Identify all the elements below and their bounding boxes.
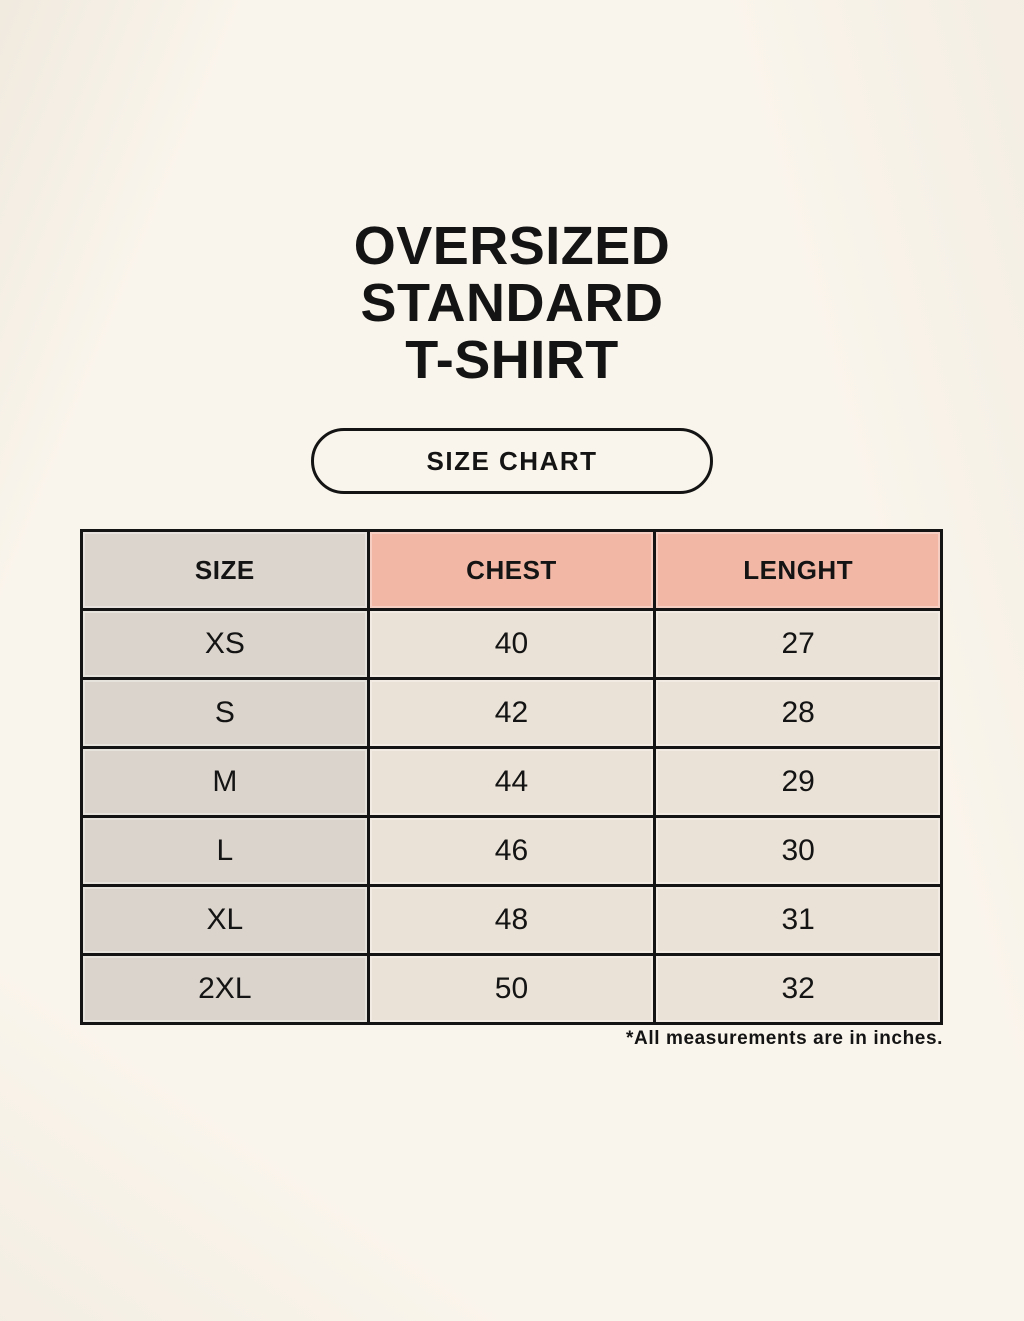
table-row: XS 40 27 [80,608,943,680]
table-header-row: SIZE CHEST LENGHT [80,529,943,611]
chest-value: 46 [366,815,657,887]
table-row: XL 48 31 [80,884,943,956]
length-value: 28 [653,677,943,749]
size-chart-button[interactable]: SIZE CHART [311,428,713,494]
length-value: 30 [653,815,943,887]
column-header-size: SIZE [80,529,370,611]
size-label: XL [80,884,370,956]
page-title: OVERSIZED STANDARD T-SHIRT [0,218,1024,389]
size-label: L [80,815,370,887]
chest-value: 44 [366,746,657,818]
page-title-line-1: OVERSIZED [353,216,671,276]
size-table: SIZE CHEST LENGHT XS 40 27 S 42 28 M 44 … [80,529,943,1025]
table-row: S 42 28 [80,677,943,749]
size-label: 2XL [80,953,370,1025]
chest-value: 48 [366,884,657,956]
length-value: 32 [653,953,943,1025]
page-title-line-3: T-SHIRT [405,330,619,390]
size-chart-button-label: SIZE CHART [426,445,598,476]
chest-value: 40 [366,608,657,680]
chest-value: 50 [366,953,657,1025]
chest-value: 42 [366,677,657,749]
size-label: XS [80,608,370,680]
table-row: 2XL 50 32 [80,953,943,1025]
table-row: M 44 29 [80,746,943,818]
table-row: L 46 30 [80,815,943,887]
length-value: 29 [653,746,943,818]
column-header-chest: CHEST [366,529,657,611]
length-value: 27 [653,608,943,680]
page-title-line-2: STANDARD [360,273,664,333]
size-label: S [80,677,370,749]
length-value: 31 [653,884,943,956]
size-label: M [80,746,370,818]
measurements-footnote: *All measurements are in inches. [626,1028,943,1049]
column-header-length: LENGHT [653,529,943,611]
